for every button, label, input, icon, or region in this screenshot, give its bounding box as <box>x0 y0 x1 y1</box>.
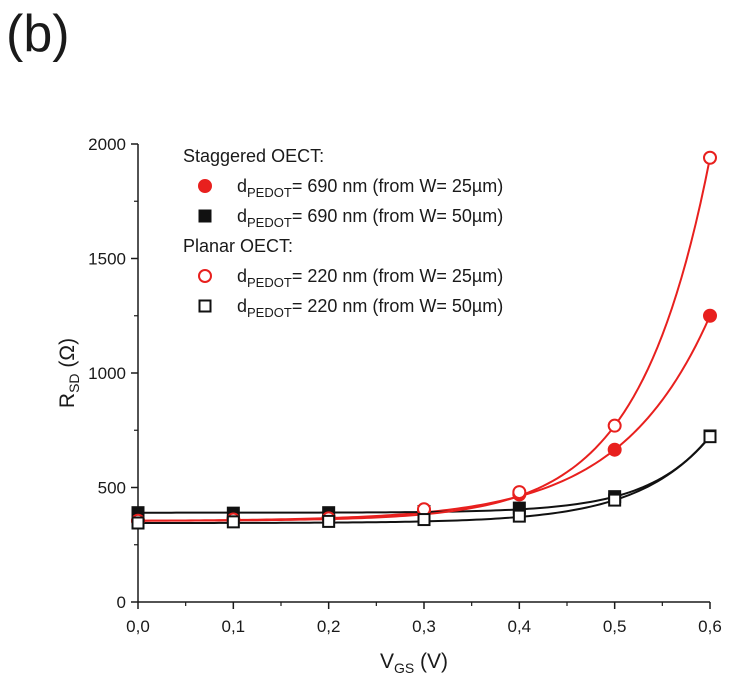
legend-marker <box>198 179 212 193</box>
data-point-series-3 <box>703 430 717 444</box>
y-tick-label: 1500 <box>88 250 126 269</box>
x-tick-label: 0,1 <box>222 617 246 636</box>
data-point-series-3 <box>131 516 145 530</box>
x-tick-label: 0,5 <box>603 617 627 636</box>
legend-heading: Staggered OECT: <box>183 146 324 166</box>
y-tick-label: 0 <box>117 593 126 612</box>
legend-marker <box>198 209 212 223</box>
data-point-series-3 <box>322 514 336 528</box>
x-axis-title: VGS (V) <box>380 650 448 676</box>
data-point-series-0 <box>703 308 717 323</box>
panel-label: (b) <box>6 5 70 63</box>
data-point-series-2 <box>512 485 527 500</box>
legend: Staggered OECT: dPEDOT= 690 nm (from W= 2… <box>183 146 503 320</box>
legend-entry: dPEDOT= 220 nm (from W= 50µm) <box>237 296 503 320</box>
y-axis-title: RSD (Ω) <box>56 338 82 408</box>
x-tick-label: 0,4 <box>508 617 532 636</box>
legend-entry: dPEDOT= 690 nm (from W= 25µm) <box>237 176 503 200</box>
chart-axes: 0 500 1000 1500 2000 0,0 0,1 0,2 0,3 0,4 0,5 0,6 <box>88 135 722 636</box>
x-tick-label: 0,6 <box>698 617 722 636</box>
legend-marker <box>198 269 212 283</box>
y-tick-label: 500 <box>98 479 126 498</box>
x-tick-label: 0,3 <box>412 617 436 636</box>
x-tick-label: 0,0 <box>126 617 150 636</box>
data-point-series-3 <box>608 493 622 507</box>
data-point-series-3 <box>512 509 526 523</box>
data-point-series-2 <box>703 150 717 165</box>
y-tick-label: 1000 <box>88 364 126 383</box>
y-tick-label: 2000 <box>88 135 126 154</box>
legend-marker <box>198 299 212 313</box>
data-point-series-0 <box>607 442 622 457</box>
fit-curve-series-0 <box>137 315 711 522</box>
data-point-series-2 <box>607 418 622 433</box>
fit-curve-series-1 <box>138 435 711 514</box>
data-point-series-3 <box>417 513 431 527</box>
legend-entry: dPEDOT= 690 nm (from W= 50µm) <box>237 206 503 230</box>
legend-entry: dPEDOT= 220 nm (from W= 25µm) <box>237 266 503 290</box>
x-tick-label: 0,2 <box>317 617 341 636</box>
axis-titles: VGS (V) RSD (Ω) <box>56 338 448 676</box>
data-point-series-3 <box>226 515 240 529</box>
data-markers <box>131 150 717 530</box>
legend-heading: Planar OECT: <box>183 236 293 256</box>
